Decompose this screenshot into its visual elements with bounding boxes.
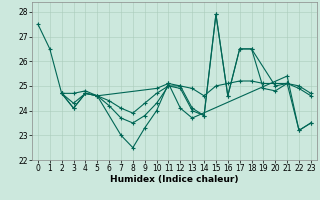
X-axis label: Humidex (Indice chaleur): Humidex (Indice chaleur) bbox=[110, 175, 239, 184]
